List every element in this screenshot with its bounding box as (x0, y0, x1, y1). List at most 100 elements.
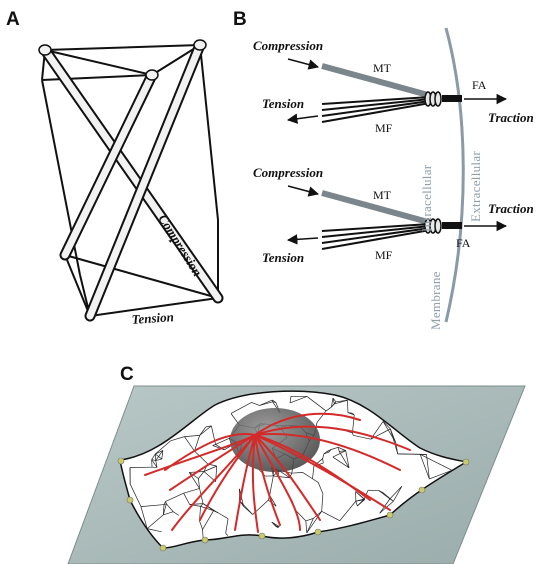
mesh-edge (419, 453, 453, 471)
mesh-edge (382, 421, 397, 443)
mesh-edge (215, 444, 225, 451)
mesh-edge (170, 436, 185, 441)
mesh-edge (183, 493, 191, 505)
top-microtubule (321, 63, 429, 98)
bottom-traction-label: Traction (488, 201, 534, 216)
mesh-edge (184, 436, 195, 452)
mesh-edge (230, 402, 252, 414)
mesh-edge (347, 412, 355, 416)
mesh-edge (306, 511, 322, 534)
mesh-edge (189, 472, 199, 479)
mesh-edge (393, 486, 403, 502)
mesh-edge (312, 478, 319, 483)
mesh-edge (194, 435, 201, 452)
mesh-edge (390, 428, 397, 443)
mesh-edge (327, 449, 332, 452)
bottom-mt-label: MT (373, 188, 392, 202)
panel-a-tension-label: Tension (131, 309, 174, 327)
mesh-edge (251, 402, 260, 406)
mesh-edge (355, 498, 365, 502)
top-traction-label: Traction (488, 110, 534, 125)
mesh-edge (271, 521, 280, 527)
mesh-edge (199, 425, 212, 436)
mesh-edge (199, 520, 203, 530)
mesh-edge (291, 472, 303, 474)
mesh-edge (165, 492, 184, 502)
mesh-edge (339, 500, 357, 521)
mesh-edge (337, 447, 340, 452)
mesh-edge (212, 445, 225, 451)
mesh-edge (259, 399, 273, 406)
mesh-edge (166, 503, 174, 512)
panel-c: C (67, 364, 526, 564)
mesh-edge (155, 450, 164, 455)
bottom-microtubule (321, 190, 429, 225)
mesh-edge (140, 506, 148, 529)
mesh-edge (239, 500, 253, 515)
mesh-edge (390, 428, 399, 455)
intracellular-label: Intracellular (419, 164, 434, 232)
mesh-edge (325, 406, 332, 412)
strut-3 (84, 39, 206, 322)
mesh-edge (355, 501, 358, 507)
bottom-integrin (442, 222, 462, 229)
bottom-assembly: Compression MT Tension MF FA Traction (253, 165, 534, 265)
mesh-edge (225, 532, 229, 536)
mesh-edge (225, 518, 229, 534)
mesh-edge (321, 493, 324, 512)
mesh-edge (146, 514, 164, 529)
strut-2 (59, 69, 158, 261)
mesh-edge (339, 450, 346, 452)
bottom-fa-label: FA (456, 236, 471, 250)
membrane-curve (444, 27, 465, 323)
bottom-microfilaments (321, 223, 431, 250)
adhesion-anchors (117, 457, 470, 552)
top-microfilaments (321, 96, 431, 123)
mesh-edge (426, 454, 430, 479)
panel-c-letter: C (120, 364, 134, 385)
mesh-edge (317, 482, 324, 494)
top-fa-label: FA (472, 78, 487, 92)
mesh-edge (163, 501, 166, 505)
mesh-edge (278, 470, 290, 479)
mesh-edge (272, 399, 277, 403)
mesh-edge (382, 421, 391, 430)
mesh-edge (147, 528, 162, 533)
mesh-edge (162, 503, 167, 516)
top-integrin (442, 95, 462, 102)
stress-fibers (144, 412, 411, 533)
mesh-edge (172, 511, 180, 516)
mesh-edge (345, 450, 350, 468)
top-assembly: Compression MT Tension MF FA Traction (253, 38, 534, 135)
mesh-edge (331, 446, 339, 450)
mesh-edge (331, 403, 335, 408)
extracellular-label: Extracellular (468, 151, 483, 222)
mesh-edge (322, 453, 325, 459)
bottom-mf-label: MF (375, 248, 393, 262)
top-mt-label: MT (373, 61, 392, 75)
top-tension-label: Tension (262, 96, 304, 111)
mesh-edge (155, 440, 172, 455)
mesh-edge (129, 483, 142, 507)
mesh-edge (151, 459, 156, 461)
mesh-edge (165, 501, 167, 504)
mesh-edge (332, 397, 335, 404)
mesh-edge (202, 510, 214, 530)
membrane-label: Membrane (428, 271, 443, 330)
mesh-edge (331, 398, 334, 408)
mesh-edge (202, 503, 214, 511)
mesh-edge (378, 490, 391, 500)
mesh-edge (198, 478, 200, 489)
mesh-edge (200, 503, 204, 507)
panel-b: B Compression MT Tension MF (233, 9, 534, 330)
mesh-edge (289, 396, 308, 404)
mesh-edge (419, 454, 430, 480)
mesh-edge (151, 459, 158, 468)
mesh-edge (338, 446, 346, 451)
mesh-edge (155, 458, 162, 461)
mesh-edge (140, 504, 165, 507)
panel-b-letter: B (233, 9, 247, 30)
mesh-edge (389, 486, 403, 500)
mesh-edge (302, 472, 313, 480)
